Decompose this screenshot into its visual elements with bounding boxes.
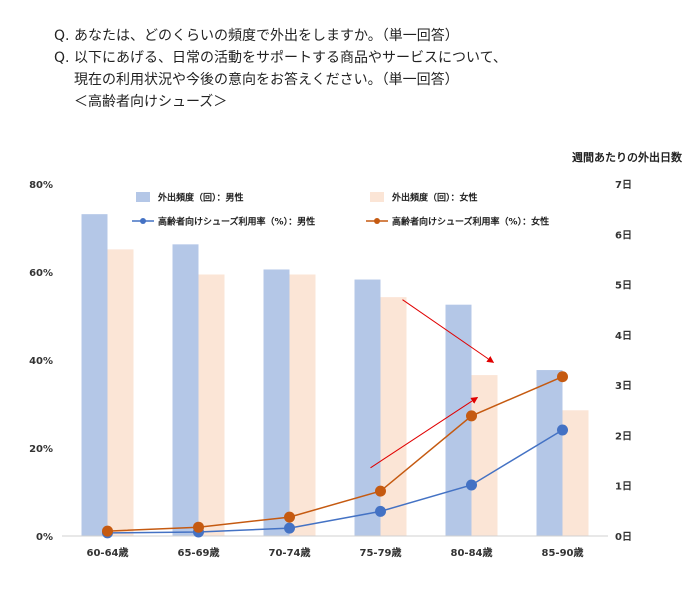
point-female-3 [375,485,386,497]
line-female [107,376,563,532]
bar-male-1 [172,244,199,537]
left-axis-tick: 0% [36,532,53,543]
question-2: Q. 以下にあげる、日常の活動をサポートする商品やサービスについて、 [54,48,507,69]
right-axis-tick: 6日 [615,229,632,241]
bar-female-2 [289,274,316,536]
point-male-3 [375,505,386,517]
x-axis-tick: 65-69歳 [178,546,220,559]
x-axis-tick: 75-79歳 [360,546,402,559]
right-axis-tick: 7日 [615,179,632,191]
question-1: Q. あなたは、どのくらいの頻度で外出をしますか。（単一回答） [54,26,459,47]
x-axis-tick: 70-74歳 [269,546,311,559]
bar-male-0 [81,214,108,536]
bar-male-4 [445,304,472,536]
question-mark: Q. [54,50,70,66]
left-axis-tick: 20% [29,444,53,455]
annotation-arrow [402,299,495,363]
legend-swatch-marker [140,218,146,224]
point-male-5 [557,424,568,436]
legend-label: 外出頻度（回）：女性 [391,192,478,204]
line-male [107,429,563,534]
bar-female-3 [380,297,407,536]
point-female-5 [557,371,568,383]
point-female-0 [102,525,113,537]
question-1-text: あなたは、どのくらいの頻度で外出をしますか。（単一回答） [74,28,459,44]
left-axis-tick: 80% [29,180,53,191]
right-axis-tick: 4日 [615,330,632,342]
bar-female-1 [198,274,225,536]
point-female-4 [466,410,477,422]
x-axis-tick: 60-64歳 [87,546,129,559]
x-axis-tick: 80-84歳 [451,546,493,559]
bar-male-5 [536,370,563,536]
bar-male-2 [263,269,290,536]
bar-female-0 [107,249,134,536]
legend-swatch [136,192,150,202]
point-male-2 [284,522,295,534]
legend-label: 高齢者向けシューズ利用率（%）：男性 [158,216,315,228]
legend-label: 外出頻度（回）：男性 [157,192,244,204]
right-axis-tick: 0日 [615,531,632,543]
point-female-1 [193,521,204,533]
annotation-arrow [370,396,479,469]
right-axis-tick: 1日 [615,481,632,493]
right-axis-tick: 2日 [615,430,632,442]
question-mark: Q. [54,28,70,44]
left-axis-tick: 60% [29,268,53,279]
right-axis-title: 週間あたりの外出日数 [572,150,683,164]
question-2-text: 以下にあげる、日常の活動をサポートする商品やサービスについて、 [74,50,507,66]
question-2-text-line2: 現在の利用状況や今後の意向をお答えください。（単一回答） [74,72,459,88]
right-axis-tick: 5日 [615,280,632,292]
point-male-4 [466,479,477,491]
x-axis-tick: 85-90歳 [542,546,584,559]
question-2-subject: ＜高齢者向けシューズ＞ [74,94,228,110]
legend-swatch [370,192,384,202]
point-female-2 [284,511,295,523]
legend-label: 高齢者向けシューズ利用率（%）：女性 [392,216,549,228]
left-axis-tick: 40% [29,356,53,367]
right-axis-tick: 3日 [615,380,632,392]
legend-swatch-marker [374,218,380,224]
